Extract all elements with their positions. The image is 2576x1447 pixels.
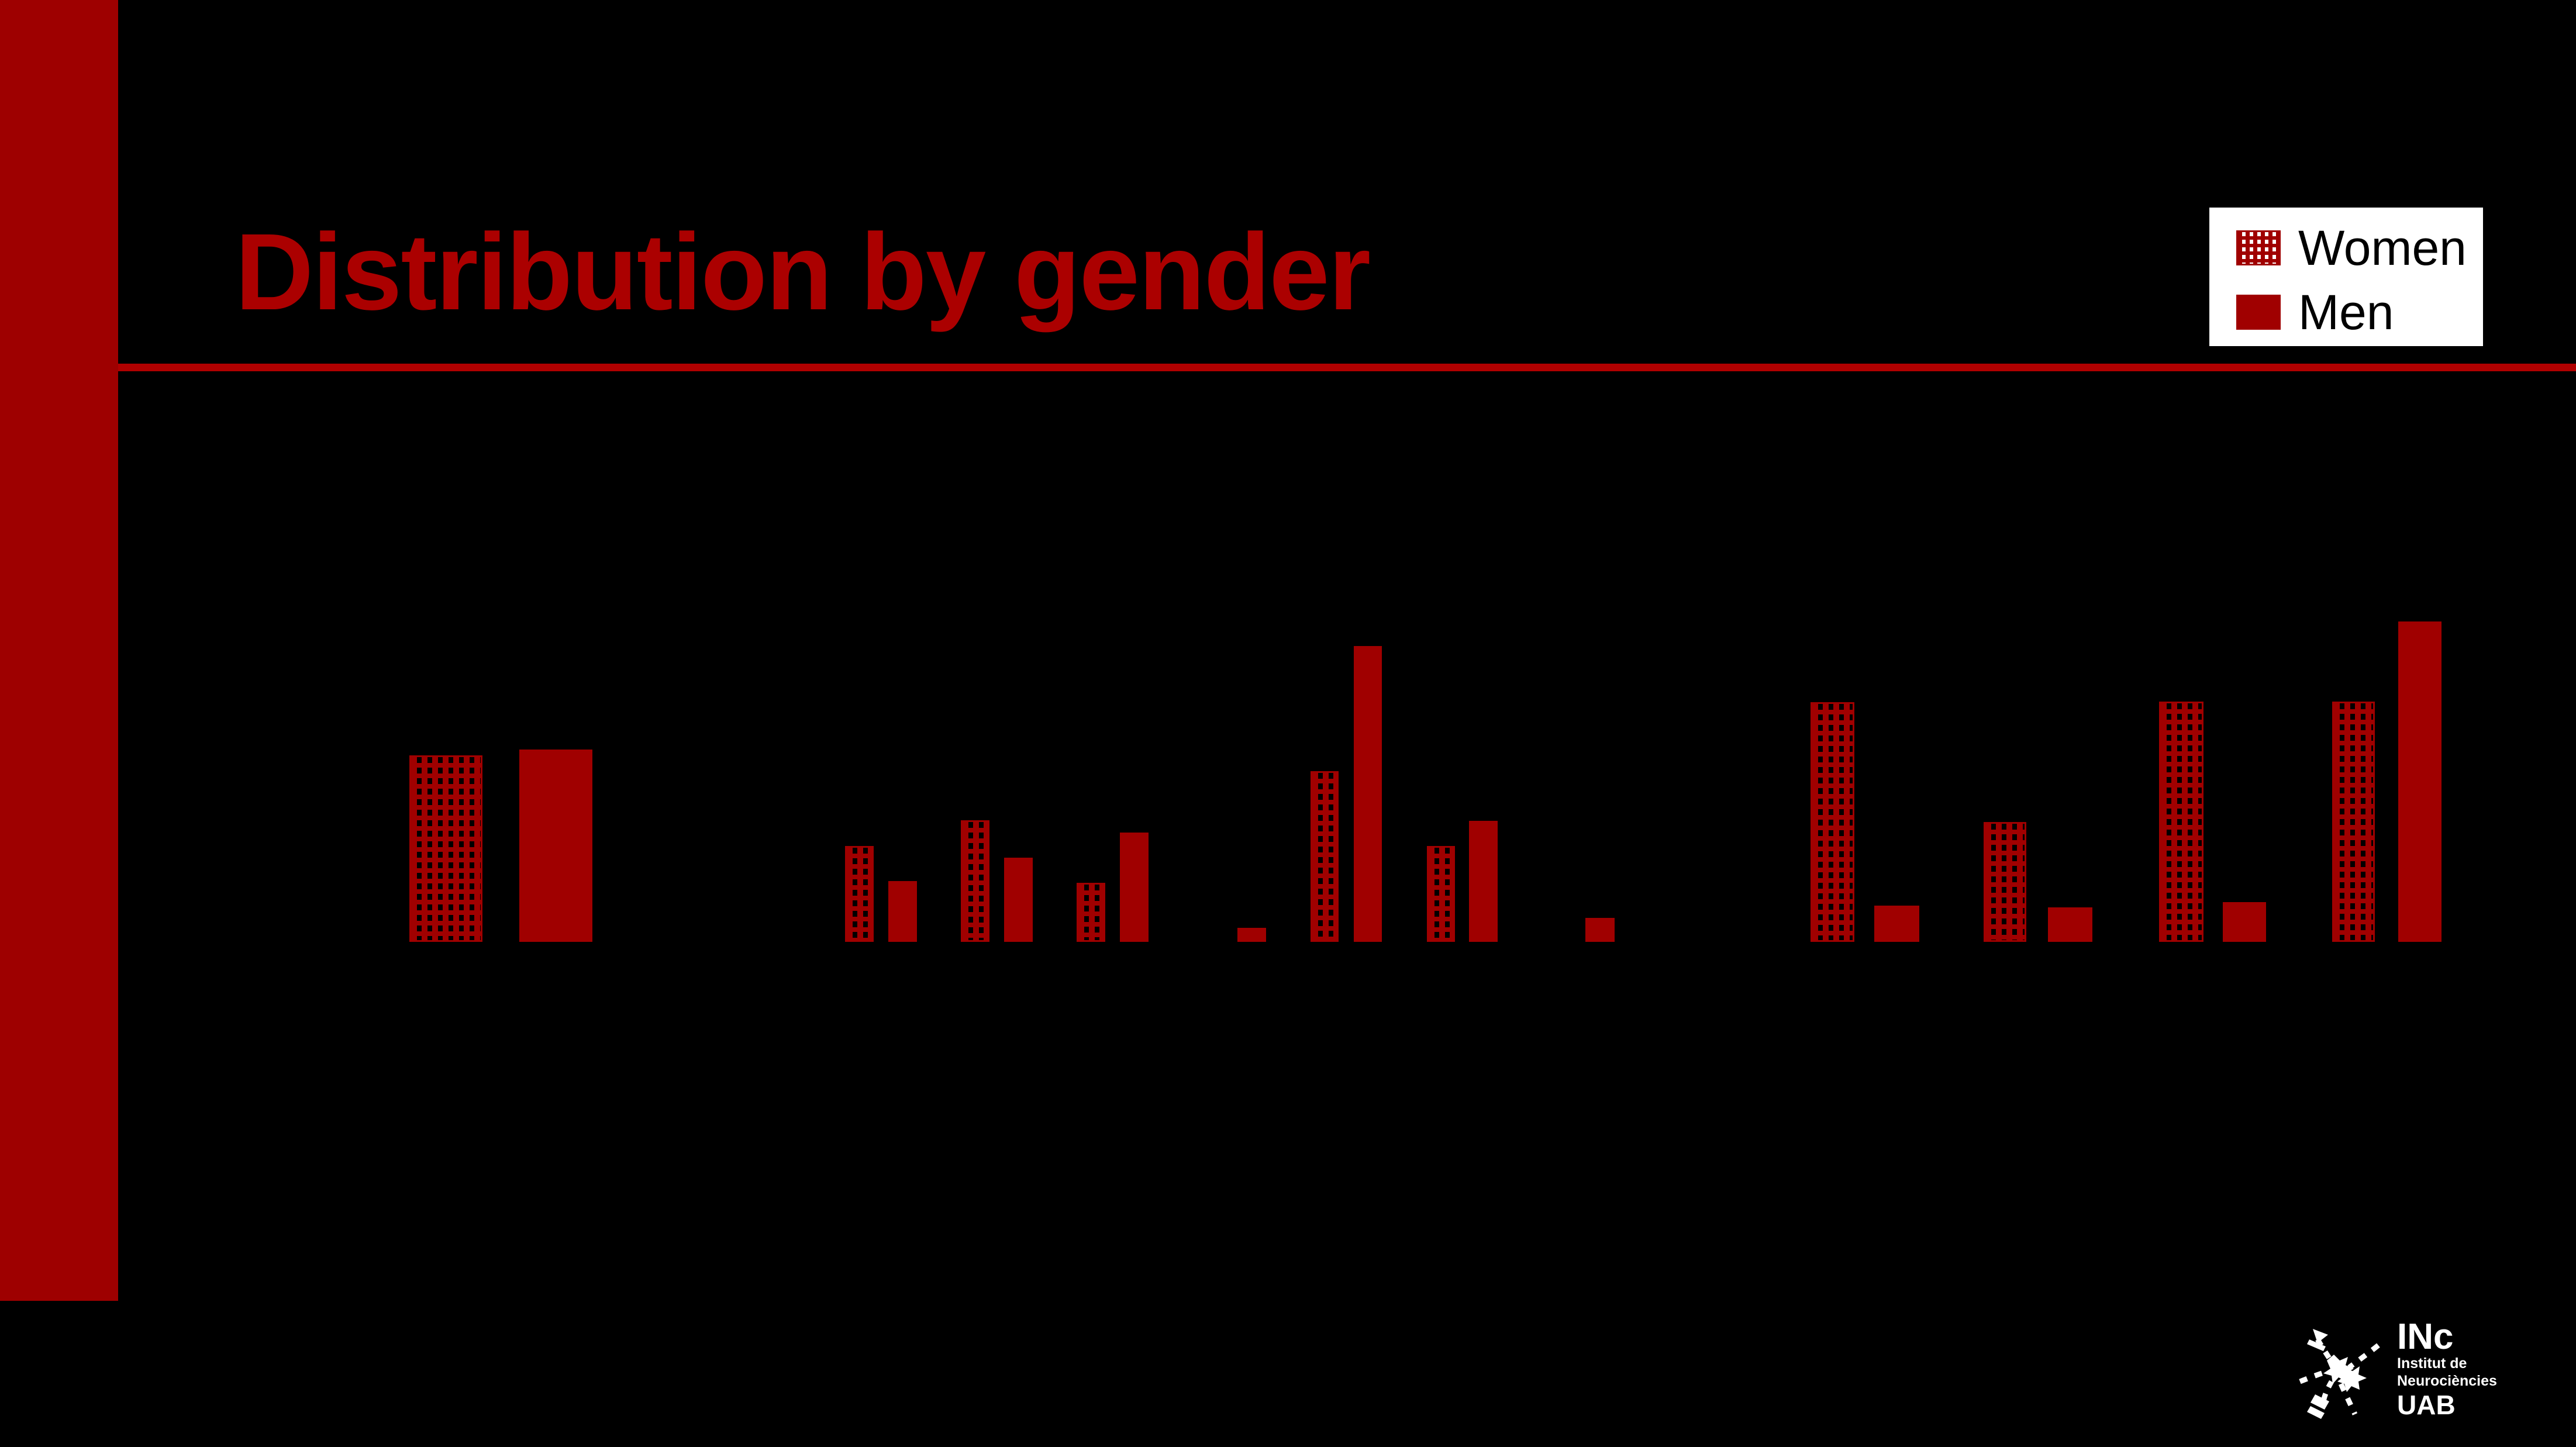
title-divider-line	[118, 364, 2576, 371]
inc-uab-logo: INc Institut de Neurociències UAB	[2295, 1317, 2497, 1420]
bar-women-g1	[409, 755, 482, 942]
bar-men-g3	[1469, 821, 1498, 942]
neuron-icon	[2299, 1328, 2380, 1419]
logo-acronym: INc	[2397, 1317, 2454, 1357]
bar-men-g4	[2398, 621, 2441, 942]
bar-men-g4	[1874, 906, 1919, 942]
bar-men-g1	[519, 750, 592, 942]
bar-women-g2	[1077, 883, 1105, 942]
legend-label-women: Women	[2298, 220, 2467, 275]
legend-item-men: Men	[2236, 288, 2483, 337]
bar-women-g2	[845, 846, 874, 942]
bar-men-g2	[1004, 858, 1033, 942]
legend-item-women: Women	[2236, 223, 2483, 272]
women-series-swatch	[2236, 230, 2281, 265]
bar-women-g3	[1427, 846, 1455, 942]
logo-line2: Neurociències	[2397, 1372, 2497, 1389]
bar-women-g4	[1984, 822, 2026, 942]
bar-women-g4	[2332, 702, 2375, 942]
bar-men-g4	[2223, 902, 2266, 942]
chart-legend: Women Men	[2209, 208, 2483, 346]
men-series-swatch	[2236, 294, 2281, 330]
bar-women-g4	[2159, 702, 2203, 942]
bar-men-g3	[1585, 918, 1615, 942]
sidebar-accent-bar	[0, 0, 118, 1301]
logo-uab: UAB	[2397, 1389, 2456, 1420]
bar-men-g3	[1237, 928, 1266, 942]
bar-women-g4	[1811, 702, 1854, 942]
legend-label-men: Men	[2298, 284, 2394, 340]
logo-text-block: INc Institut de Neurociències UAB	[2397, 1317, 2497, 1420]
bar-men-g3	[1354, 646, 1382, 942]
bar-men-g4	[2048, 907, 2092, 942]
bar-men-g2	[888, 881, 917, 942]
bar-men-g2	[1120, 833, 1149, 942]
page-title: Distribution by gender	[235, 212, 1371, 333]
bar-women-g2	[961, 820, 989, 942]
logo-line1: Institut de	[2397, 1355, 2467, 1372]
bar-women-g3	[1311, 771, 1339, 942]
